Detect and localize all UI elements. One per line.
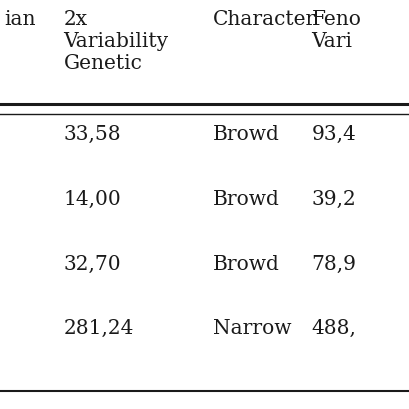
Text: 2x
Variability
Genetic: 2x Variability Genetic: [63, 10, 168, 73]
Text: Browd: Browd: [213, 125, 279, 144]
Text: Character: Character: [213, 10, 316, 29]
Text: 14,00: 14,00: [63, 189, 121, 208]
Text: Browd: Browd: [213, 254, 279, 273]
Text: 281,24: 281,24: [63, 319, 134, 337]
Text: 93,4: 93,4: [311, 125, 355, 144]
Text: Browd: Browd: [213, 189, 279, 208]
Text: 78,9: 78,9: [311, 254, 356, 273]
Text: Narrow: Narrow: [213, 319, 291, 337]
Text: ian: ian: [4, 10, 36, 29]
Text: 39,2: 39,2: [311, 189, 355, 208]
Text: 488,: 488,: [311, 319, 355, 337]
Text: 33,58: 33,58: [63, 125, 121, 144]
Text: 32,70: 32,70: [63, 254, 121, 273]
Text: Feno
Vari: Feno Vari: [311, 10, 361, 51]
